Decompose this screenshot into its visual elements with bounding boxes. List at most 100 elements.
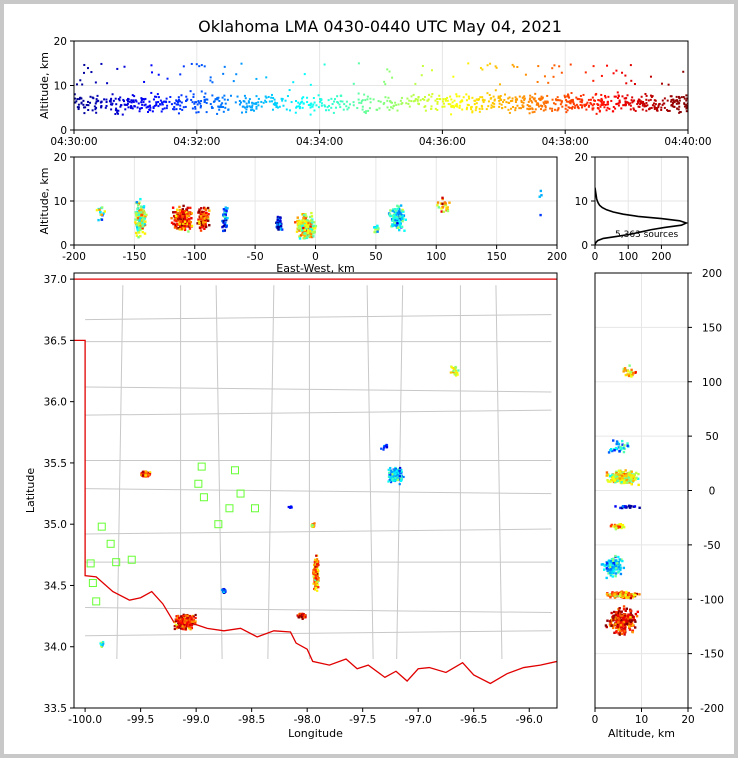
ew-source-point [311,221,314,224]
th-source-point [129,106,132,109]
plan-source-point [140,473,143,477]
ew-source-point [277,228,280,231]
ns-source-point [633,371,637,374]
ew-source-point [396,204,399,208]
plan-source-point [174,618,177,621]
th-source-point [327,99,330,102]
plan-source-point [395,469,398,472]
th-source-point [621,71,624,74]
ns-source-point [618,607,621,610]
th-source-point [378,107,381,110]
th-source-point [128,100,131,103]
th-source-point [352,104,355,107]
th-source-point [558,65,561,68]
th-source-point [272,103,275,106]
ns-source-point [629,373,633,377]
ew-source-point [226,207,229,210]
th-source-point [443,105,446,108]
ew-source-point [188,211,192,214]
th-source-point [79,79,82,82]
ns-source-point [630,370,633,374]
ew-source-point [178,222,181,226]
th-source-point [434,107,437,110]
th-source-point [271,100,274,103]
th-source-point [588,104,591,107]
ew-source-point [135,212,138,215]
ew-source-point [205,211,208,215]
ew-xtick-label: -50 [247,251,264,263]
th-source-point [193,102,196,105]
ns-source-point [624,616,628,620]
th-source-point [417,102,420,105]
th-source-point [649,107,652,110]
th-source-point [677,102,680,105]
plan-source-point [314,565,317,568]
ew-source-point [139,228,142,232]
ew-source-point [185,214,189,217]
th-source-point [391,76,394,79]
th-source-point [536,102,539,105]
ns-source-point [617,523,620,527]
th-source-point [592,65,595,68]
plan-source-point [391,475,394,478]
th-source-point [84,106,87,109]
th-source-point [119,105,122,108]
th-source-point [544,100,547,103]
ew-source-point [305,227,308,230]
ew-source-point [376,228,380,232]
plan-source-point [298,614,301,617]
th-source-point [81,83,84,86]
th-source-point [556,109,559,112]
plan-source-point [189,623,193,626]
th-source-point [657,104,660,107]
plan-source-point [176,616,179,619]
th-source-point [306,101,309,104]
station-marker [86,559,95,568]
ew-source-point [136,216,140,220]
plan-source-point [194,613,197,617]
ew-source-point [376,230,379,233]
th-source-point [537,103,540,106]
th-source-point [591,104,594,107]
ns-source-point [615,611,618,614]
ns-source-point [616,564,620,567]
ns-source-point [626,596,630,599]
th-source-point [83,63,86,66]
th-source-point [678,105,681,108]
th-source-point [516,66,519,69]
th-source-point [336,95,339,98]
ew-source-point [395,224,398,228]
th-source-point [510,107,513,110]
ns-source-point [633,592,637,595]
th-source-point [223,65,226,68]
th-source-point [152,98,155,101]
th-source-point [541,96,544,99]
ns-source-point [608,594,611,597]
ew-source-point [402,210,405,213]
th-source-point [312,103,315,106]
ns-source-point [609,574,613,577]
ew-source-point [178,228,181,231]
th-source-point [661,82,664,85]
th-source-point [175,99,178,102]
ew-source-point [187,217,191,221]
ns-source-point [609,593,612,596]
ew-source-point [223,211,227,214]
plan-source-point [316,580,319,583]
plan-source-point [389,466,392,470]
th-source-point [203,99,206,102]
ns-source-point [621,471,624,474]
ns-source-point [604,624,608,627]
th-source-point [242,105,245,108]
ew-source-point [445,207,448,210]
th-source-point [566,109,569,112]
ew-source-point [308,229,312,233]
ew-source-point [302,226,305,230]
th-source-point [492,105,495,108]
th-source-point [257,97,260,100]
plan-source-point [301,614,305,617]
th-source-point [278,105,281,108]
th-source-point [426,99,429,102]
th-source-point [366,98,369,101]
